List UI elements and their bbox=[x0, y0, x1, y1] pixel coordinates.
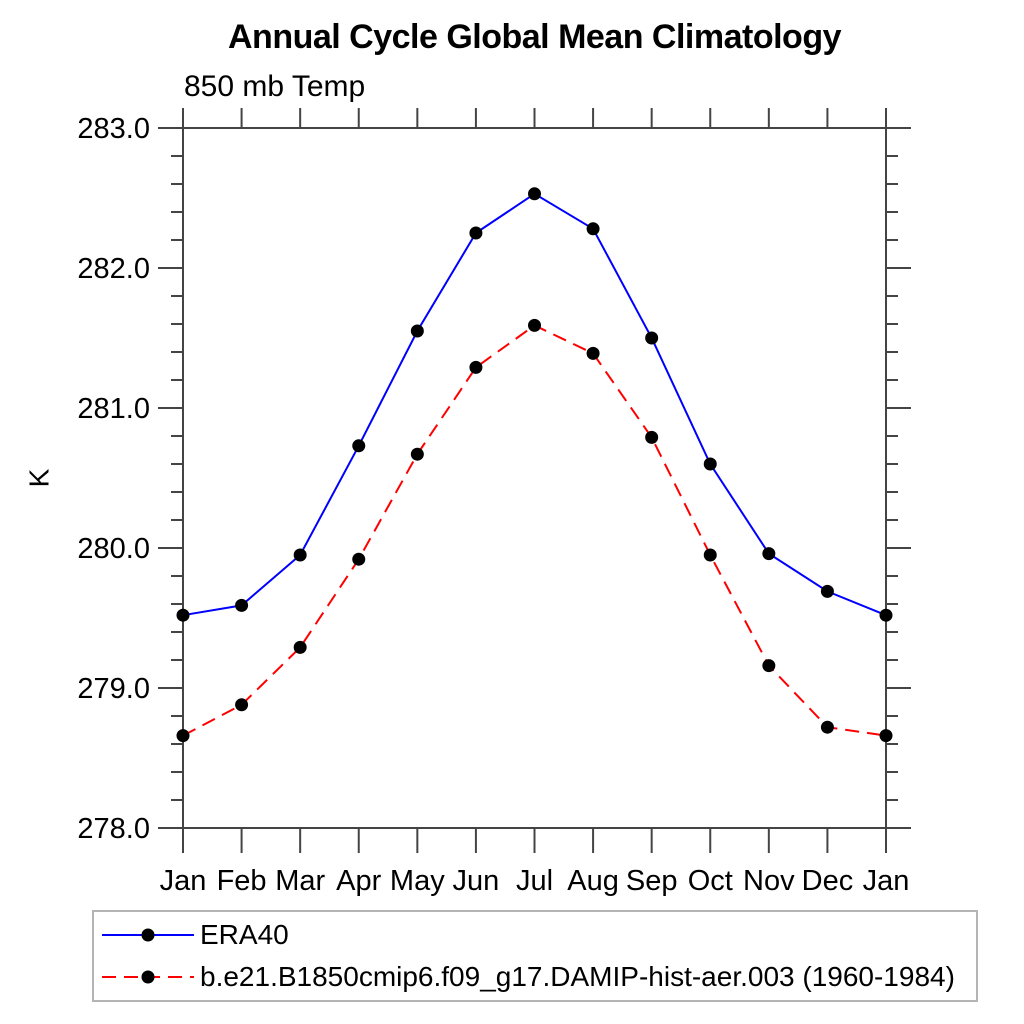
data-point-marker bbox=[586, 222, 600, 236]
data-point-marker bbox=[176, 729, 190, 743]
legend-swatch-marker bbox=[141, 928, 155, 942]
model-line-swatch bbox=[102, 970, 194, 984]
data-point-marker bbox=[235, 698, 249, 712]
x-tick-label: Sep bbox=[626, 865, 678, 897]
data-point-marker bbox=[469, 360, 483, 374]
legend-item-model: b.e21.B1850cmip6.f09_g17.DAMIP-hist-aer.… bbox=[98, 956, 976, 998]
x-tick-label: Jun bbox=[453, 865, 500, 897]
data-point-marker bbox=[410, 324, 424, 338]
x-tick-label: Nov bbox=[743, 865, 795, 897]
y-tick-label: 281.0 bbox=[77, 393, 150, 425]
x-tick-label: Oct bbox=[688, 865, 733, 897]
legend-label-era40: ERA40 bbox=[200, 919, 289, 950]
data-point-marker bbox=[820, 584, 834, 598]
data-point-marker bbox=[528, 187, 541, 201]
x-tick-label: Aug bbox=[567, 865, 619, 897]
data-point-marker bbox=[820, 720, 834, 734]
chart-subtitle: 850 mb Temp bbox=[184, 70, 366, 103]
legend-item-era40: ERA40 bbox=[98, 914, 976, 956]
data-point-marker bbox=[235, 598, 249, 612]
y-tick-label: 279.0 bbox=[77, 673, 150, 705]
x-tick-label: Dec bbox=[802, 865, 854, 897]
chart-title: Annual Cycle Global Mean Climatology bbox=[228, 18, 842, 56]
x-tick-label: Mar bbox=[275, 865, 325, 897]
x-tick-label: May bbox=[390, 865, 445, 897]
y-tick-label: 282.0 bbox=[77, 253, 150, 285]
data-point-marker bbox=[762, 659, 776, 673]
x-tick-label: Feb bbox=[217, 865, 267, 897]
data-point-marker bbox=[293, 548, 307, 562]
data-point-marker bbox=[703, 457, 717, 471]
y-tick-label: 280.0 bbox=[77, 533, 150, 565]
data-point-marker bbox=[176, 608, 190, 622]
x-tick-label: Apr bbox=[336, 865, 381, 897]
data-point-marker bbox=[352, 552, 366, 566]
data-point-marker bbox=[586, 346, 600, 360]
y-tick-label: 283.0 bbox=[77, 113, 150, 145]
data-point-marker bbox=[352, 439, 366, 453]
era40-line-swatch bbox=[102, 928, 194, 942]
x-tick-label: Jan bbox=[863, 865, 910, 897]
legend: ERA40 b.e21.B1850cmip6.f09_g17.DAMIP-his… bbox=[92, 910, 978, 1002]
legend-label-model: b.e21.B1850cmip6.f09_g17.DAMIP-hist-aer.… bbox=[200, 961, 955, 992]
data-point-marker bbox=[645, 331, 659, 345]
y-tick-label: 278.0 bbox=[77, 813, 150, 845]
data-point-marker bbox=[410, 447, 424, 461]
data-point-marker bbox=[879, 729, 893, 743]
data-point-marker bbox=[469, 226, 483, 240]
data-point-marker bbox=[879, 608, 893, 622]
legend-swatch-marker bbox=[141, 970, 155, 984]
data-point-marker bbox=[528, 318, 541, 332]
data-point-marker bbox=[293, 640, 307, 654]
series-line-1 bbox=[182, 324, 887, 737]
x-tick-label: Jul bbox=[516, 865, 553, 897]
x-tick-label: Jan bbox=[160, 865, 207, 897]
data-point-marker bbox=[645, 430, 659, 444]
series-line-0 bbox=[182, 192, 887, 617]
plot-frame bbox=[182, 127, 887, 829]
data-point-marker bbox=[762, 547, 776, 561]
data-point-marker bbox=[703, 548, 717, 562]
